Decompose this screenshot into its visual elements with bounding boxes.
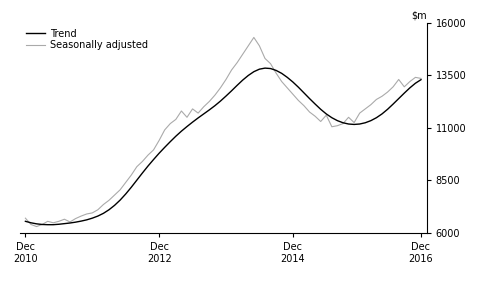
- Legend: Trend, Seasonally adjusted: Trend, Seasonally adjusted: [25, 28, 149, 51]
- Text: $m: $m: [411, 11, 427, 21]
